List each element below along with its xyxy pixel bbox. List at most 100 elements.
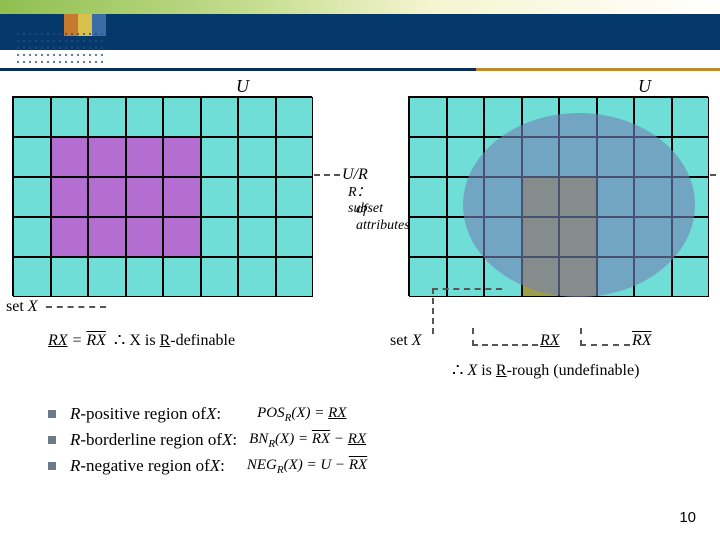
grid-cell <box>88 97 126 137</box>
page-number: 10 <box>679 509 696 526</box>
grid-cell <box>163 97 201 137</box>
right-panel: U U/R <box>408 82 708 296</box>
grid-cell <box>126 177 164 217</box>
grid-cell <box>201 177 239 217</box>
grid-cell <box>276 217 314 257</box>
left-conclusion: RX = RX ∴ X is R-definable <box>48 330 235 351</box>
setX-word: set <box>6 298 24 315</box>
bullet0-X: X <box>206 404 216 424</box>
grid-cell <box>238 217 276 257</box>
grid-cell <box>201 217 239 257</box>
bullet0-mid: -positive region of <box>80 404 206 424</box>
grid-cell <box>126 257 164 297</box>
right-grid <box>408 96 708 296</box>
grid-cell <box>88 257 126 297</box>
rule-left <box>0 68 476 71</box>
bullet-icon <box>48 436 56 444</box>
grid-cell <box>276 97 314 137</box>
grid-cell <box>409 97 447 137</box>
grid-cell <box>672 97 710 137</box>
grid-cell <box>51 97 89 137</box>
rule-right <box>476 68 720 71</box>
f0l: POS <box>257 405 285 421</box>
grid-cell <box>238 257 276 297</box>
grid-cell <box>447 97 485 137</box>
grid-cell <box>126 137 164 177</box>
left-definable-X: X <box>129 332 141 350</box>
grid-cell <box>88 177 126 217</box>
grid-cell <box>409 177 447 217</box>
f1a: (X) <box>275 431 294 447</box>
grid-cell <box>51 257 89 297</box>
f1r2: RX <box>348 431 366 447</box>
bullet1-R: R <box>70 430 80 450</box>
therefore-left: ∴ <box>114 330 125 351</box>
left-setX-label: set X <box>6 298 38 316</box>
bullet0-suffix: : <box>216 404 221 424</box>
f1e: = <box>298 431 312 447</box>
grid-cell <box>126 97 164 137</box>
setX-X: X <box>28 298 38 315</box>
grid-cell <box>163 217 201 257</box>
bullet-icon <box>48 410 56 418</box>
left-eq-eq: = <box>72 332 83 350</box>
grid-cell <box>201 257 239 297</box>
grid-cell <box>13 97 51 137</box>
f1r1: RX <box>312 431 330 447</box>
bullet2-mid: -negative region of <box>80 456 209 476</box>
grid-cell <box>201 97 239 137</box>
header-gradient <box>0 0 720 14</box>
left-UR-label: U/R <box>342 166 368 184</box>
grid-cell <box>238 97 276 137</box>
right-setX-dash-v <box>432 288 434 334</box>
grid-cell <box>447 257 485 297</box>
left-grid <box>12 96 312 296</box>
bullet2-suffix: : <box>220 456 225 476</box>
grid-cell <box>409 257 447 297</box>
grid-cell <box>13 217 51 257</box>
bullet-borderline: R-borderline region of X : BNR(X) = RX −… <box>48 430 367 450</box>
grid-cell <box>13 257 51 297</box>
setX-X-2: X <box>412 332 422 349</box>
right-rx-lower-txt: RX <box>540 332 560 350</box>
right-rx-upper-dash-h <box>580 344 630 346</box>
grid-cell <box>51 217 89 257</box>
right-rx-upper: RX <box>632 332 652 350</box>
grid-cell <box>409 137 447 177</box>
f1l: BN <box>249 431 268 447</box>
bullet0-R: R <box>70 404 80 424</box>
left-definable-text: is R-definable <box>141 332 235 350</box>
grid-cell <box>51 177 89 217</box>
grid-cell <box>13 137 51 177</box>
bullet1-formula: BNR(X) = RX − RX <box>249 431 366 450</box>
bullet-icon <box>48 462 56 470</box>
therefore-right: ∴ <box>452 360 463 381</box>
grid-cell <box>163 137 201 177</box>
grid-cell <box>163 177 201 217</box>
right-rough-text: is R-rough (undefinable) <box>477 362 639 380</box>
setX-word-2: set <box>390 332 408 349</box>
left-eq-rhs: RX <box>86 332 106 350</box>
right-rx-lower: RX <box>540 332 560 350</box>
f2l: NEG <box>247 457 277 473</box>
right-setX-label: set X <box>390 332 422 350</box>
right-U-label: U <box>638 76 651 97</box>
bullet2-R: R <box>70 456 80 476</box>
rough-set-ellipse <box>463 113 695 297</box>
right-ur-dash <box>710 174 720 176</box>
right-setX-dash-h <box>432 288 502 290</box>
header-rule <box>0 68 720 71</box>
diagram-panels: U U/R R：subset of attributes U U/R <box>0 82 720 296</box>
right-conclusion: ∴ X is R-rough (undefinable) <box>444 360 639 381</box>
grid-cell <box>88 137 126 177</box>
grid-cell <box>276 137 314 177</box>
f2r2: RX <box>349 457 367 473</box>
left-panel: U U/R R：subset of attributes <box>12 82 312 296</box>
left-of-attrs: of attributes <box>356 202 410 234</box>
bullet1-mid: -borderline region of <box>80 430 222 450</box>
f2a: (X) <box>284 457 303 473</box>
f2e: = <box>307 457 321 473</box>
right-rough-X: X <box>467 362 477 380</box>
f0e: = <box>314 405 328 421</box>
grid-cell <box>276 177 314 217</box>
